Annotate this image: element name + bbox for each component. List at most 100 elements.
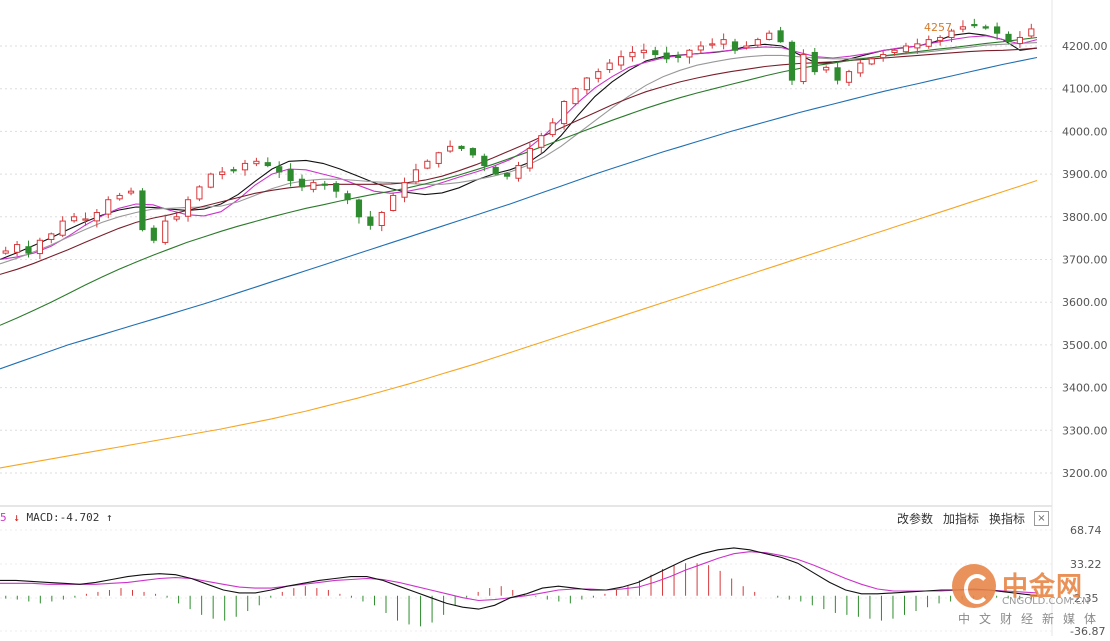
candle-body-up xyxy=(823,66,830,71)
candle-body-up xyxy=(162,220,169,243)
candlestick xyxy=(925,35,932,49)
candlestick xyxy=(686,48,693,64)
candle-body-down xyxy=(355,199,363,218)
add-indicator-button[interactable]: 加指标 xyxy=(943,512,980,526)
candle-body-down xyxy=(344,193,351,201)
candle-body-up xyxy=(116,194,123,200)
candle-body-down xyxy=(276,166,283,173)
candle-body-up xyxy=(253,160,260,165)
candlestick xyxy=(959,20,967,33)
candle-body-up xyxy=(412,169,420,183)
y-tick-label: 3800.00 xyxy=(1062,211,1108,224)
candlestick xyxy=(70,213,78,223)
candle-body-down xyxy=(469,148,477,156)
macd-lines xyxy=(0,547,1038,610)
candlestick xyxy=(435,151,442,168)
candlestick xyxy=(674,51,682,63)
peak-price-label: 4257. xyxy=(924,21,956,34)
candle-body-down xyxy=(139,190,146,231)
candle-body-down xyxy=(492,166,499,175)
candle-body-up xyxy=(173,216,180,220)
candlestick xyxy=(458,145,465,152)
y-tick-label: 3500.00 xyxy=(1062,339,1108,352)
candle-body-up xyxy=(560,101,568,125)
candle-body-down xyxy=(25,246,32,254)
candlestick xyxy=(526,143,533,172)
macd-axis: 68.74 33.22 -2.35 -36.87 xyxy=(1070,524,1105,638)
candle-body-down xyxy=(481,155,488,167)
candlestick xyxy=(481,153,488,172)
logo-brand: 中金网 xyxy=(1002,572,1084,602)
candlestick xyxy=(788,40,796,85)
candlestick xyxy=(207,172,214,189)
candlesticks[interactable] xyxy=(2,18,1035,260)
candle-body-up xyxy=(424,160,431,169)
y-tick-label: 3300.00 xyxy=(1062,424,1108,437)
macd-dea-line xyxy=(0,551,1038,602)
candlestick xyxy=(105,196,112,219)
candlestick xyxy=(629,46,636,62)
candle-body-up xyxy=(526,147,533,169)
candle-body-down xyxy=(264,162,271,167)
macd-dif-line xyxy=(0,547,1038,610)
candle-body-down xyxy=(971,23,978,27)
candlestick xyxy=(59,216,66,238)
swap-indicator-button[interactable]: 换指标 xyxy=(989,512,1026,526)
candle-body-up xyxy=(105,199,112,215)
y-tick-label: 4200.00 xyxy=(1062,40,1108,53)
candlestick xyxy=(549,118,556,138)
candle-body-down xyxy=(1005,33,1012,43)
candlestick xyxy=(162,214,169,245)
candlestick xyxy=(412,163,420,185)
candle-body-up xyxy=(709,43,716,46)
candlestick xyxy=(173,213,180,222)
macd-histogram xyxy=(5,563,1032,627)
candle-body-up xyxy=(13,244,21,253)
candlestick xyxy=(948,28,955,43)
candle-body-down xyxy=(504,172,511,177)
change-params-button[interactable]: 改参数 xyxy=(897,512,934,526)
y-tick-label: 3200.00 xyxy=(1062,467,1108,480)
y-tick-label: 4100.00 xyxy=(1062,83,1108,96)
y-tick-label: 3700.00 xyxy=(1062,254,1108,267)
macd-tick-label: 33.22 xyxy=(1070,558,1102,571)
candlestick xyxy=(150,225,157,244)
candle-body-up xyxy=(880,54,887,59)
candlestick xyxy=(447,140,454,153)
candle-body-down xyxy=(834,67,841,81)
candle-body-up xyxy=(48,233,55,240)
candle-body-up xyxy=(2,250,9,254)
macd-value-label: 5 ↓ MACD:-4.702 ↑ xyxy=(0,511,113,524)
candle-body-up xyxy=(219,171,226,176)
candle-body-up xyxy=(378,212,385,226)
candle-body-up xyxy=(686,49,693,58)
candlestick xyxy=(857,59,864,77)
candle-body-up xyxy=(925,39,932,47)
candle-body-down xyxy=(230,169,237,172)
candlestick xyxy=(1005,31,1012,45)
candlestick xyxy=(367,210,374,230)
candlestick xyxy=(743,41,750,50)
candle-body-up xyxy=(36,239,43,255)
candle-body-down xyxy=(298,178,306,188)
candle-body-down xyxy=(674,55,682,58)
candlestick xyxy=(834,61,841,85)
candlestick xyxy=(36,237,43,260)
candlestick xyxy=(811,48,818,75)
moving-average-line xyxy=(0,35,1038,261)
candlestick xyxy=(572,87,579,106)
y-tick-label: 3600.00 xyxy=(1062,296,1108,309)
candle-body-up xyxy=(241,162,249,171)
candlestick xyxy=(845,69,853,87)
candle-body-up xyxy=(743,45,750,49)
candle-body-up xyxy=(1016,36,1024,44)
candle-body-up xyxy=(720,39,727,45)
candlestick xyxy=(25,240,32,258)
candle-body-up xyxy=(401,182,408,198)
candle-body-up xyxy=(800,54,807,83)
logo-domain: CNGOLD.COM.CN xyxy=(1002,596,1090,607)
candlestick xyxy=(93,209,100,228)
close-icon[interactable]: × xyxy=(1034,511,1049,526)
candlestick xyxy=(1016,31,1024,49)
